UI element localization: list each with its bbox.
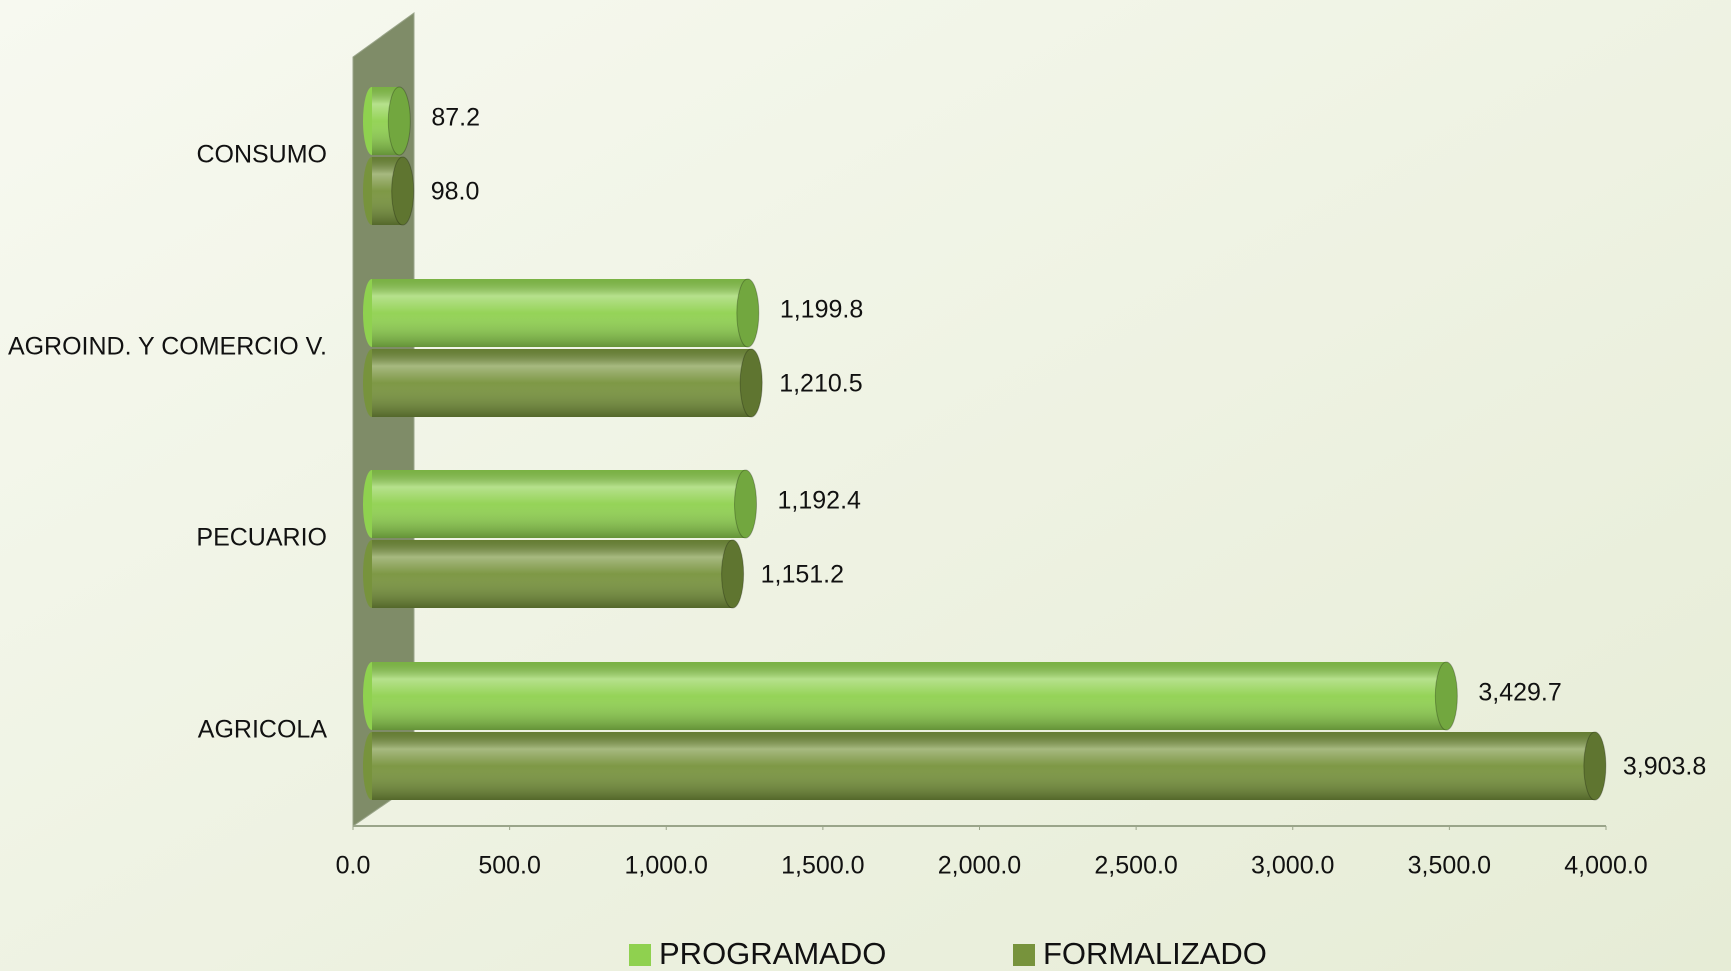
bar-cap-shade: [388, 87, 411, 155]
bar-cap: [387, 86, 411, 156]
value-label: 3,903.8: [1623, 753, 1706, 781]
bar-shade: [372, 540, 733, 608]
bar-shade: [372, 662, 1447, 730]
value-label: 98.0: [431, 178, 480, 206]
bar-cap-shade: [734, 470, 757, 538]
x-tick-label: 0.0: [336, 852, 371, 880]
value-label: 1,151.2: [761, 561, 844, 589]
bar-shade: [372, 470, 746, 538]
bar-cap: [1583, 731, 1607, 801]
x-tick-label: 1,000.0: [625, 852, 708, 880]
plot: 0.0 500.0 1,000.0 1,500.0 2,000.0 2,500.0 3,00…: [8, 86, 1706, 880]
bar-shade: [372, 279, 748, 347]
value-label: 3,429.7: [1478, 679, 1561, 707]
category-label: CONSUMO: [196, 141, 327, 169]
bar-cap: [736, 278, 760, 348]
x-tick-label: 3,000.0: [1251, 852, 1334, 880]
legend-label: FORMALIZADO: [1043, 936, 1267, 971]
bar-cap-shade: [391, 157, 414, 225]
bar-cap-shade: [1435, 662, 1458, 730]
bar-cap-shade: [721, 540, 744, 608]
x-tick-label: 1,500.0: [781, 852, 864, 880]
bar-cap: [734, 469, 758, 539]
bar-shade: [372, 732, 1595, 800]
bar-cap-shade: [736, 279, 759, 347]
bar-shade: [372, 349, 752, 417]
bar-cap: [721, 539, 745, 609]
category-label: AGROIND. Y COMERCIO V.: [8, 333, 327, 361]
category-label: PECUARIO: [196, 524, 327, 552]
value-label: 1,199.8: [780, 296, 863, 324]
x-tick-label: 500.0: [478, 852, 541, 880]
bar-cap: [1434, 661, 1458, 731]
x-tick-label: 3,500.0: [1408, 852, 1491, 880]
value-label: 1,210.5: [779, 370, 862, 398]
category-label: AGRICOLA: [198, 716, 328, 744]
legend-swatch: [629, 944, 651, 966]
legend-label: PROGRAMADO: [659, 936, 886, 971]
bar-cap: [739, 348, 763, 418]
bar-cap-shade: [740, 349, 763, 417]
legend: PROGRAMADO FORMALIZADO: [629, 936, 1267, 971]
x-tick-label: 2,500.0: [1094, 852, 1177, 880]
bar-cap: [391, 156, 415, 226]
value-label: 1,192.4: [778, 487, 862, 515]
x-tick-label: 2,000.0: [938, 852, 1021, 880]
bar-cap-shade: [1583, 732, 1606, 800]
value-label: 87.2: [431, 104, 480, 132]
x-tick-label: 4,000.0: [1564, 852, 1647, 880]
legend-swatch: [1013, 944, 1035, 966]
